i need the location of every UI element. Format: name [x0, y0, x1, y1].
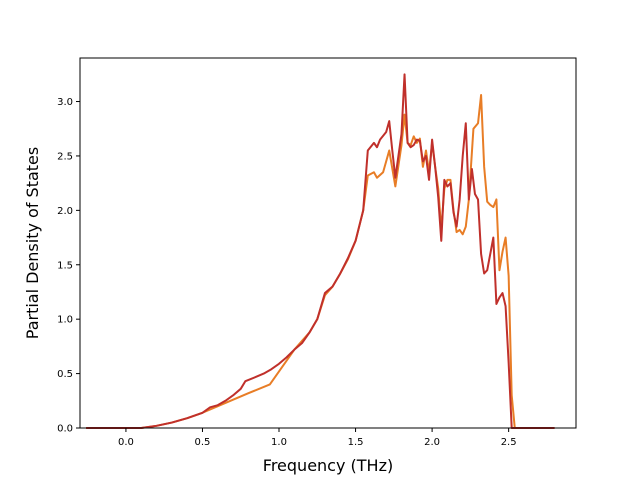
y-tick-label: 3.0: [57, 97, 73, 108]
x-tick-label: 0.5: [195, 437, 211, 448]
x-tick-label: 1.0: [271, 437, 287, 448]
y-tick-label: 0.5: [57, 369, 73, 380]
y-tick-label: 2.5: [57, 151, 73, 162]
x-tick-label: 0.0: [118, 437, 134, 448]
series-line-1: [86, 94, 555, 429]
x-tick-label: 1.5: [348, 437, 364, 448]
y-tick-label: 2.0: [57, 206, 73, 217]
y-tick-label: 1.0: [57, 315, 73, 326]
y-tick-label: 1.5: [57, 260, 73, 271]
x-tick-label: 2.5: [501, 437, 517, 448]
axes-frame: [79, 57, 577, 429]
x-axis-label: Frequency (THz): [263, 456, 393, 475]
series-layer: [86, 73, 555, 429]
axes-layer: 0.0 0.5 1.0 1.5 2.0 2.5 0.0 0.5 1.0 1.5 2.0 2.5 3.0: [57, 57, 577, 448]
y-tick-label: 0.0: [57, 424, 73, 435]
series-line-2: [86, 73, 555, 429]
y-axis-label: Partial Density of States: [23, 147, 42, 339]
x-tick-label: 2.0: [424, 437, 440, 448]
